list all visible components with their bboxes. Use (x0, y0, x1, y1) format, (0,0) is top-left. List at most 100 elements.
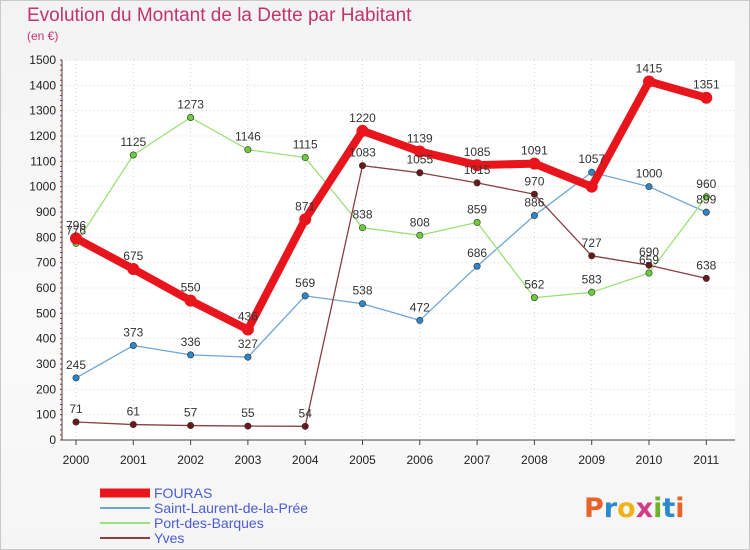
data-point (473, 179, 481, 187)
data-point (241, 323, 254, 336)
data-label: 899 (696, 192, 716, 206)
data-point (702, 193, 710, 201)
y-tick-label: 0 (49, 433, 56, 447)
data-label: 1000 (636, 167, 663, 181)
data-point (700, 91, 713, 104)
data-point (645, 269, 653, 277)
logo-letter: o (617, 493, 636, 524)
data-label: 472 (410, 300, 430, 314)
data-label: 1139 (407, 131, 433, 145)
data-point (358, 300, 366, 308)
data-point (72, 374, 80, 382)
x-tick-label: 2008 (521, 453, 548, 467)
data-label: 1125 (120, 135, 146, 149)
data-label: 71 (69, 402, 83, 416)
data-label: 1351 (693, 78, 720, 92)
legend-label: Yves (154, 530, 184, 546)
data-label: 1273 (177, 98, 204, 112)
data-label: 1415 (636, 62, 663, 76)
legend-label: Saint-Laurent-de-la-Prée (154, 500, 308, 516)
x-tick-label: 2001 (120, 453, 147, 467)
data-label: 550 (181, 281, 201, 295)
data-point (528, 157, 541, 170)
data-point (473, 262, 481, 270)
data-point (244, 422, 252, 430)
data-label: 727 (582, 236, 602, 250)
x-tick-label: 2010 (636, 453, 663, 467)
data-point (187, 114, 195, 122)
data-point (530, 212, 538, 220)
x-tick-label: 2000 (63, 453, 90, 467)
data-point (645, 261, 653, 269)
data-label: 373 (123, 326, 143, 340)
y-tick-label: 700 (36, 256, 56, 270)
x-tick-label: 2005 (349, 453, 376, 467)
data-point (129, 421, 137, 429)
data-point (702, 208, 710, 216)
data-label: 838 (352, 208, 372, 222)
data-label: 538 (352, 284, 372, 298)
series-line (74, 77, 708, 334)
data-label: 871 (295, 199, 315, 213)
data-label: 686 (467, 246, 487, 260)
legend-label: Port-des-Barques (154, 515, 264, 531)
logo-letter: r (603, 493, 618, 524)
data-label: 1091 (521, 144, 548, 158)
data-point (588, 288, 596, 296)
data-label: 327 (238, 337, 258, 351)
x-tick-label: 2004 (292, 453, 319, 467)
data-point (473, 218, 481, 226)
y-tick-label: 1400 (29, 78, 56, 92)
data-point (358, 224, 366, 232)
chart-title: Evolution du Montant de la Dette par Hab… (27, 5, 412, 26)
proxiti-logo: Proxiti (584, 493, 685, 524)
data-point (187, 351, 195, 359)
x-tick-label: 2007 (464, 453, 491, 467)
data-label: 675 (123, 249, 143, 263)
data-label: 55 (241, 406, 255, 420)
x-tick-label: 2003 (235, 453, 262, 467)
data-label: 1220 (349, 111, 376, 125)
data-point (301, 422, 309, 430)
y-tick-label: 1000 (29, 180, 56, 194)
data-label: 436 (238, 310, 258, 324)
data-label: 1057 (578, 152, 605, 166)
data-point (72, 418, 80, 426)
logo-letter: i (675, 493, 685, 524)
logo-letter: P (584, 493, 604, 524)
data-label: 583 (582, 272, 602, 286)
y-tick-label: 400 (36, 332, 56, 346)
data-point (244, 146, 252, 154)
data-point (416, 231, 424, 239)
data-label: 859 (467, 202, 487, 216)
data-label: 569 (295, 276, 315, 290)
y-tick-label: 1100 (30, 154, 56, 168)
data-label: 245 (66, 358, 86, 372)
data-point (585, 180, 598, 193)
data-point (530, 294, 538, 302)
logo-letter: x (635, 493, 654, 524)
y-tick-label: 300 (36, 357, 56, 371)
chart-subtitle: (en €) (27, 29, 59, 43)
data-point (187, 422, 195, 430)
data-label: 1083 (349, 146, 376, 160)
data-label: 970 (524, 174, 544, 188)
data-label: 1085 (464, 145, 491, 159)
data-label: 796 (66, 218, 86, 232)
y-tick-label: 1500 (29, 53, 56, 67)
data-point (127, 263, 140, 275)
data-point (645, 183, 653, 191)
data-label: 659 (639, 253, 659, 267)
data-point (530, 190, 538, 198)
y-tick-label: 600 (36, 281, 56, 295)
data-label: 690 (639, 245, 659, 259)
logo-letter: i (653, 493, 663, 524)
data-point (129, 151, 137, 159)
data-label: 1115 (293, 138, 318, 152)
data-point (588, 252, 596, 260)
y-tick-label: 500 (36, 306, 56, 320)
y-tick-label: 200 (36, 382, 56, 396)
data-label: 336 (181, 335, 201, 349)
data-point (358, 162, 366, 170)
data-point (299, 213, 312, 226)
